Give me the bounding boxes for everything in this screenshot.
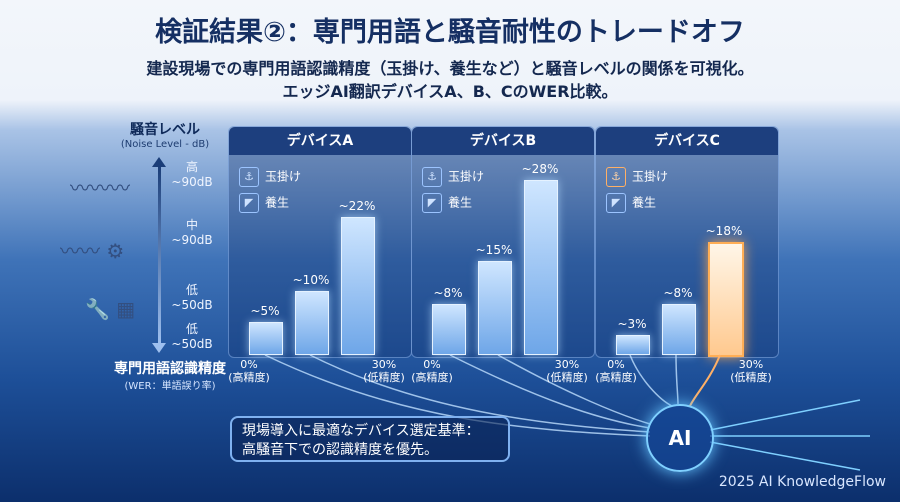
wer-bar-label: ~28%: [521, 162, 559, 177]
tick-value: 0%: [240, 358, 258, 371]
wer-bar-label: ~3%: [617, 316, 647, 331]
wer-bar: [249, 322, 283, 355]
crane-hook-icon: ⚓: [606, 167, 626, 187]
wer-bar-label: ~8%: [433, 285, 463, 300]
selection-criteria-callout: 現場導入に最適なデバイス選定基準： 高騒音下での認識精度を優先。: [230, 416, 510, 462]
wer-tick-left: 0% (高精度): [407, 358, 457, 384]
subtitle-line-2: エッジAI翻訳デバイスA、B、CのWER比較。: [282, 82, 618, 101]
noise-level-value: ~50dB: [171, 298, 213, 312]
ai-brain-icon: AI: [646, 404, 714, 472]
noise-axis-title: 騒音レベル: [130, 122, 200, 138]
wer-tick-right: 30% (低精度): [541, 358, 593, 384]
noise-axis-arrow: [152, 157, 166, 353]
noise-level-value: ~90dB: [171, 175, 213, 189]
noise-level-label: 中: [185, 218, 198, 232]
crane-hook-icon: ⚓: [422, 167, 442, 187]
wer-bar-label: ~8%: [663, 285, 693, 300]
protection-icon: ◤: [239, 193, 259, 213]
noise-level-label: 高: [185, 160, 198, 174]
wer-tick-left: 0% (高精度): [224, 358, 274, 384]
legend-yojo: ◤ 養生: [422, 193, 472, 213]
wer-bar-label: ~10%: [292, 273, 330, 288]
noise-level-value: ~50dB: [171, 337, 213, 351]
device-panel: デバイスC ⚓ 玉掛け ◤ 養生 ~3% ~8% ~18%: [595, 126, 779, 358]
wer-bar: [524, 180, 558, 355]
wer-bar: [478, 260, 512, 355]
legend-yojo: ◤ 養生: [606, 193, 656, 213]
legend-tamakake: ⚓ 玉掛け: [239, 167, 301, 187]
callout-line-2: 高騒音下での認識精度を優先。: [242, 442, 438, 458]
tick-note: (低精度): [546, 371, 588, 384]
wer-bar: [708, 242, 744, 357]
robot-arm-icon: 〰〰 ⚙: [60, 239, 125, 263]
legend-label: 玉掛け: [632, 169, 669, 184]
drill-icon: 🔧 ▦: [85, 297, 136, 321]
tick-note: (高精度): [595, 371, 637, 384]
noise-level-value: ~90dB: [171, 233, 213, 247]
wer-bar: [616, 334, 650, 355]
tick-note: (高精度): [228, 371, 270, 384]
wer-bar: [432, 303, 466, 355]
noise-level-high: 高 ~90dB: [162, 160, 222, 190]
noise-axis-subtitle: (Noise Level - dB): [120, 139, 210, 150]
wer-tick-right: 30% (低精度): [358, 358, 410, 384]
wer-bar-label: ~5%: [250, 304, 280, 319]
device-panel: デバイスB ⚓ 玉掛け ◤ 養生 ~8% ~15% ~28%: [411, 126, 595, 358]
legend-label: 養生: [632, 195, 657, 210]
legend-yojo: ◤ 養生: [239, 193, 289, 213]
device-panel-title: デバイスA: [229, 127, 411, 155]
noise-level-label: 低: [185, 322, 198, 336]
protection-icon: ◤: [606, 193, 626, 213]
wer-bar-label: ~18%: [705, 224, 743, 238]
tick-value: 30%: [738, 358, 764, 371]
wer-axis-subtitle: (WER：単語誤り率): [124, 381, 216, 392]
wer-bar: [341, 217, 375, 355]
subtitle-line-1: 建設現場での専門用語認識精度（玉掛け、養生など）と騒音レベルの関係を可視化。: [146, 59, 754, 78]
wer-bar: [662, 303, 696, 355]
device-panel: デバイスA ⚓ 玉掛け ◤ 養生 ~5% ~10% ~22%: [228, 126, 412, 358]
noise-level-mid: 中 ~90dB: [162, 218, 222, 248]
device-panel-title: デバイスC: [596, 127, 778, 155]
footer-credit: 2025 AI KnowledgeFlow: [718, 474, 886, 490]
tick-value: 30%: [554, 358, 580, 371]
wer-bar: [295, 291, 329, 355]
noise-level-low-2: 低 ~50dB: [162, 322, 222, 352]
noise-level-label: 低: [185, 283, 198, 297]
legend-label: 養生: [448, 195, 473, 210]
wer-bar-label: ~15%: [475, 242, 513, 257]
page-title: 検証結果②：専門用語と騒音耐性のトレードオフ: [155, 17, 745, 48]
legend-tamakake: ⚓ 玉掛け: [606, 167, 668, 187]
wer-tick-left: 0% (高精度): [591, 358, 641, 384]
tick-note: (高精度): [411, 371, 453, 384]
tick-value: 0%: [423, 358, 441, 371]
device-panel-title: デバイスB: [412, 127, 594, 155]
legend-label: 玉掛け: [265, 169, 302, 184]
legend-tamakake: ⚓ 玉掛け: [422, 167, 484, 187]
tick-value: 30%: [371, 358, 397, 371]
wer-axis-title: 専門用語認識精度: [114, 361, 226, 377]
tick-note: (低精度): [363, 371, 405, 384]
crane-hook-icon: ⚓: [239, 167, 259, 187]
wer-tick-right: 30% (低精度): [725, 358, 777, 384]
tick-value: 0%: [607, 358, 625, 371]
protection-icon: ◤: [422, 193, 442, 213]
legend-label: 玉掛け: [448, 169, 485, 184]
tick-note: (低精度): [730, 371, 772, 384]
wer-bar-label: ~22%: [338, 199, 376, 214]
legend-label: 養生: [265, 195, 290, 210]
sound-wave-icon: 〰〰〰: [70, 176, 130, 200]
callout-line-1: 現場導入に最適なデバイス選定基準：: [242, 423, 480, 439]
noise-level-low: 低 ~50dB: [162, 283, 222, 313]
